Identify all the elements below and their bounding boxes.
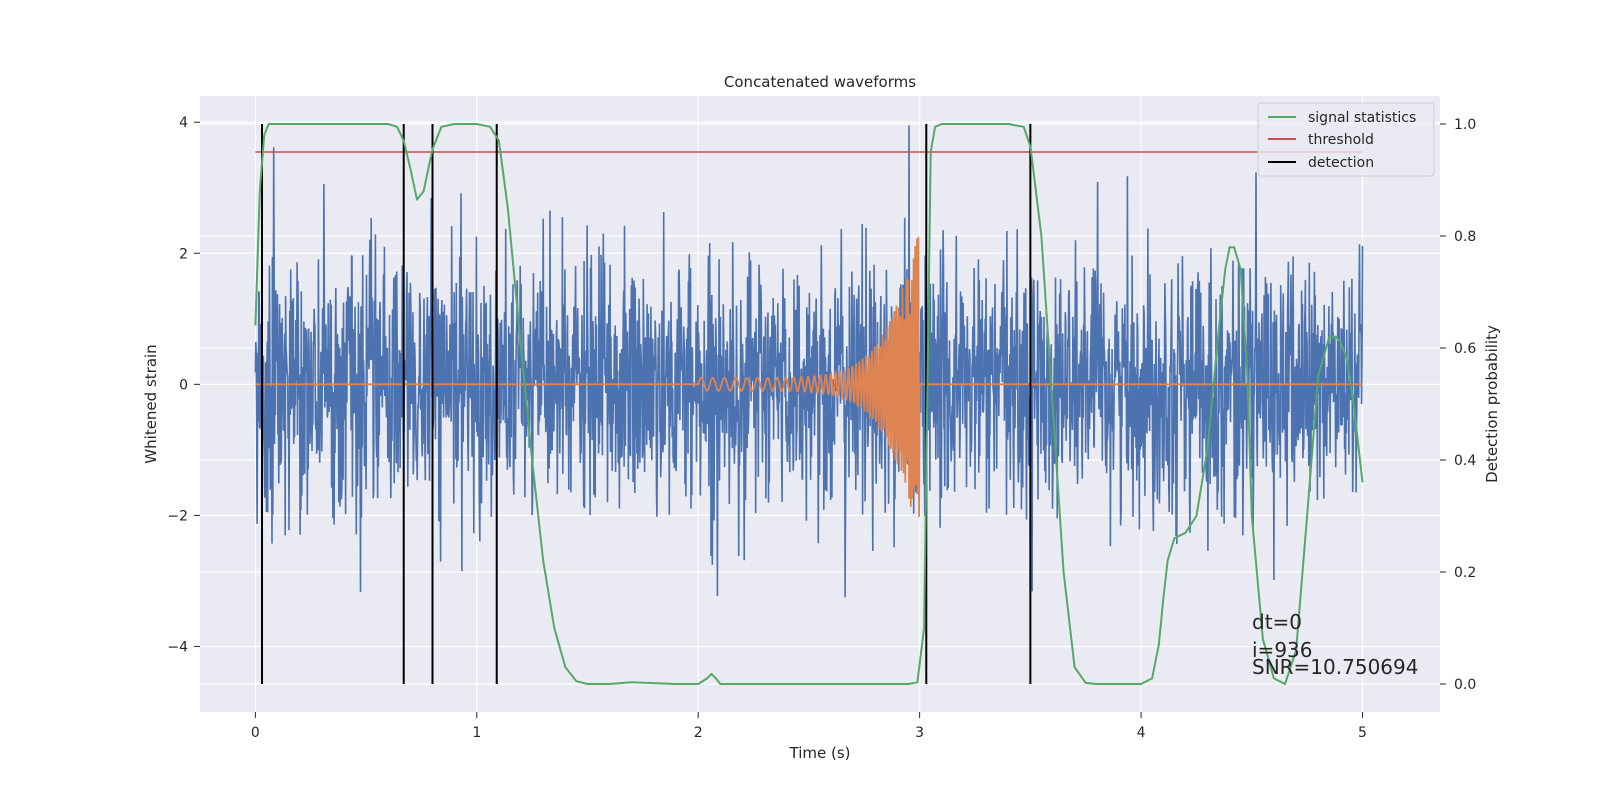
left-tick-label-2: 2 bbox=[179, 246, 188, 262]
left-tick-label-0: 0 bbox=[179, 377, 188, 393]
signal-statistics-line bbox=[254, 123, 1364, 685]
right-tick-label-1: 1.0 bbox=[1454, 117, 1476, 133]
left-tick-label--4: −4 bbox=[167, 639, 188, 655]
bottom-tick-label-2: 2 bbox=[694, 725, 703, 741]
bottom-tick-label-4: 4 bbox=[1137, 725, 1146, 741]
annotation-dt: dt=0 bbox=[1252, 610, 1302, 634]
y-axis-label: Whitened strain bbox=[142, 344, 160, 463]
plot-area bbox=[254, 123, 1364, 685]
annotation-index: i=936 bbox=[1252, 638, 1313, 662]
annotation-snr: SNR=10.750694 bbox=[1252, 655, 1418, 679]
bottom-axis: 0 1 2 3 4 5 bbox=[251, 712, 1367, 741]
legend-box bbox=[1257, 102, 1435, 177]
template-waveform bbox=[255, 236, 1363, 517]
right-axis: 0.0 0.2 0.4 0.6 0.8 1.0 bbox=[1440, 117, 1476, 693]
x-axis-label: Time (s) bbox=[789, 744, 851, 762]
bottom-tick-label-3: 3 bbox=[915, 725, 924, 741]
legend: signal statistics threshold detection bbox=[1257, 102, 1435, 177]
bottom-tick-label-5: 5 bbox=[1358, 725, 1367, 741]
right-tick-label-0.8: 0.8 bbox=[1454, 229, 1476, 245]
right-tick-label-0.2: 0.2 bbox=[1454, 565, 1476, 581]
legend-label-threshold: threshold bbox=[1308, 132, 1374, 148]
right-tick-label-0.6: 0.6 bbox=[1454, 341, 1476, 357]
strain-trace bbox=[254, 125, 1364, 598]
legend-label-detection: detection bbox=[1308, 155, 1374, 171]
legend-label-signal-statistics: signal statistics bbox=[1308, 110, 1416, 126]
right-tick-label-0.4: 0.4 bbox=[1454, 453, 1476, 469]
bottom-tick-label-1: 1 bbox=[472, 725, 481, 741]
chart-title: Concatenated waveforms bbox=[724, 73, 916, 91]
annotation-block: dt=0 i=936 SNR=10.750694 bbox=[1252, 610, 1418, 679]
left-tick-label--2: −2 bbox=[167, 508, 188, 524]
y2-axis-label: Detection probability bbox=[1483, 325, 1501, 483]
bottom-tick-label-0: 0 bbox=[251, 725, 260, 741]
right-tick-label-0: 0.0 bbox=[1454, 677, 1476, 693]
left-tick-label-4: 4 bbox=[179, 115, 188, 131]
left-axis: −4 −2 0 2 4 bbox=[167, 115, 200, 655]
